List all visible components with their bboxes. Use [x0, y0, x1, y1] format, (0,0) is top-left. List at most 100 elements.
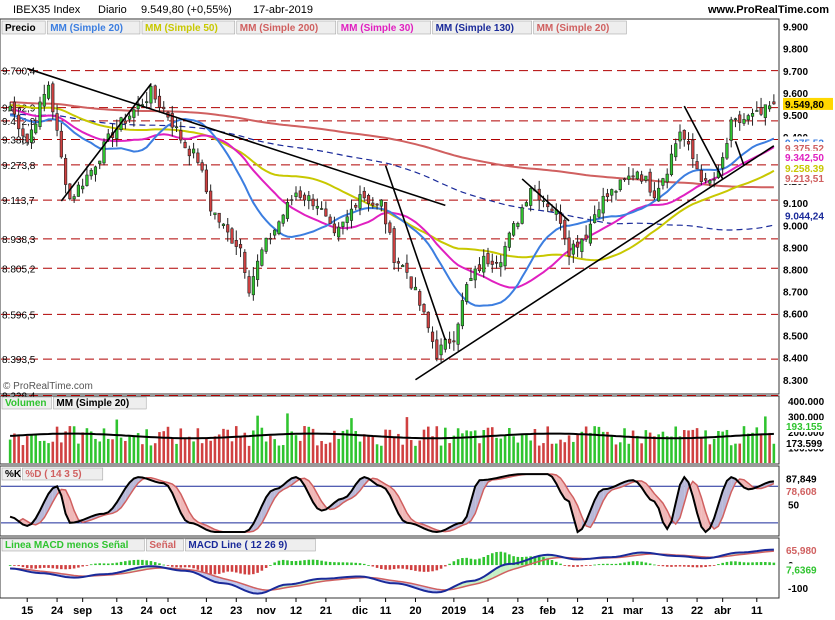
volume-bar	[546, 426, 550, 463]
volume-bar	[661, 431, 665, 463]
price-badge	[783, 150, 833, 163]
macd-histogram-bar	[657, 565, 660, 566]
candle-body	[12, 101, 16, 115]
macd-histogram-bar	[567, 565, 571, 567]
candle-body	[631, 175, 635, 178]
volume-bar	[345, 429, 349, 463]
macd-histogram-bar	[183, 565, 187, 568]
legend-chip	[46, 20, 141, 35]
macd-histogram-bar	[124, 561, 127, 566]
volume-bar	[486, 427, 490, 463]
volume-bar	[704, 430, 707, 463]
macd-histogram-bar	[252, 565, 255, 575]
price-panel[interactable]	[0, 18, 780, 395]
price-tick-label: 9.100	[783, 199, 808, 210]
volume-axis: 400.000300.000200.000100.000193.155173.5…	[783, 397, 833, 455]
legend-chip	[337, 20, 431, 35]
candle-body	[311, 198, 315, 207]
macd-histogram-bar	[333, 562, 336, 566]
price-tick-label: 8.700	[783, 287, 808, 298]
volume-bar	[34, 435, 38, 463]
candle-body	[541, 200, 546, 202]
time-tick-label: 11	[380, 605, 392, 617]
quote-date: 17-abr-2019	[253, 4, 313, 16]
stochastic-panel[interactable]	[0, 465, 780, 537]
stochastic-fill	[291, 477, 296, 485]
macd-histogram-bar	[601, 563, 605, 566]
time-tick-label: oct	[160, 605, 177, 617]
volume-bar	[213, 436, 217, 463]
macd-histogram-bar	[572, 565, 575, 567]
stochastic-fill	[650, 487, 655, 502]
candle-body	[678, 131, 682, 142]
time-tick-label: abr	[714, 605, 732, 617]
macd-histogram-bar	[503, 552, 507, 566]
candle-body	[230, 228, 234, 244]
macd-histogram-bar	[286, 560, 289, 566]
volume-bar	[533, 428, 537, 463]
macd-histogram-bar	[226, 565, 230, 572]
legend-chip	[1, 20, 46, 35]
macd-histogram-bar	[725, 561, 729, 566]
macd-histogram-bar	[350, 562, 353, 566]
volume-bar	[307, 426, 311, 463]
macd-histogram-bar	[640, 561, 643, 566]
candle-body	[358, 194, 362, 209]
macd-histogram-bar	[68, 565, 72, 570]
volume-bar	[700, 436, 703, 463]
legend-chip	[1, 396, 52, 410]
candle-body	[682, 129, 686, 140]
legend-chip	[236, 20, 337, 35]
volume-badge-label: 193.155	[786, 422, 823, 433]
time-tick-label: sep	[73, 605, 92, 617]
volume-bar	[734, 443, 737, 463]
volume-bar	[537, 445, 541, 463]
macd-histogram-bar	[670, 565, 673, 567]
volume-bar	[269, 435, 272, 463]
volume-bar	[230, 441, 234, 463]
macd-histogram-bar	[166, 565, 170, 566]
stochastic-fill	[564, 484, 570, 502]
volume-bar	[115, 419, 119, 463]
macd-histogram-bar	[452, 561, 456, 566]
macd-histogram-bar	[584, 565, 588, 566]
volume-bar	[149, 445, 153, 463]
macd-histogram-bar	[409, 565, 413, 571]
volume-bar	[755, 427, 759, 463]
support-level-label: 8.393,5	[2, 355, 36, 366]
macd-histogram-bar	[746, 562, 750, 566]
volume-bar	[712, 438, 716, 463]
candle-body	[494, 262, 499, 264]
macd-histogram-bar	[217, 565, 221, 574]
volume-legend: Volumen MM (Simple 20)	[1, 396, 147, 410]
legend-chip	[22, 467, 104, 481]
candle-body	[546, 203, 550, 208]
stochastic-fill	[360, 477, 365, 491]
macd-histogram-bar	[375, 565, 379, 568]
macd-histogram-bar	[414, 565, 417, 571]
volume-bar	[252, 430, 255, 463]
candle-body	[281, 214, 285, 224]
stochastic-badge	[783, 485, 833, 498]
macd-histogram-bar	[546, 558, 550, 566]
price-badge	[783, 172, 833, 185]
macd-histogram-bar	[102, 563, 106, 566]
candle-body	[435, 339, 439, 359]
macd-histogram-bar	[132, 560, 136, 566]
candle-body	[72, 196, 76, 200]
volume-bar	[478, 443, 481, 463]
macd-histogram-bar	[243, 565, 247, 575]
volume-bar	[627, 443, 631, 463]
macd-histogram-bar	[64, 565, 67, 570]
macd-histogram-bar	[260, 565, 264, 571]
volume-bar	[42, 440, 46, 463]
volume-bar	[439, 445, 443, 463]
volume-bar	[89, 431, 93, 463]
candle-body	[290, 199, 294, 201]
stochastic-fill	[573, 497, 578, 532]
volume-bar	[426, 426, 430, 463]
macd-histogram-bar	[495, 552, 498, 566]
macd-histogram-bar	[42, 565, 46, 568]
volume-badge	[783, 420, 833, 433]
macd-histogram-bar	[89, 564, 93, 566]
